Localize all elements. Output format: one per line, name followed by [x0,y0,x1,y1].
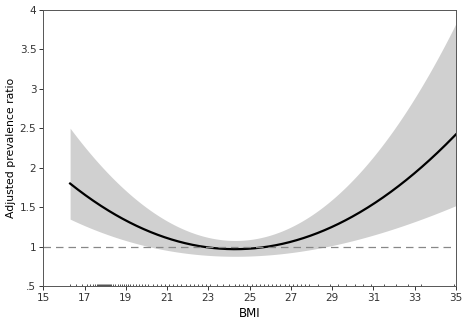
X-axis label: BMI: BMI [239,307,260,320]
Y-axis label: Adjusted prevalence ratio: Adjusted prevalence ratio [6,78,15,218]
